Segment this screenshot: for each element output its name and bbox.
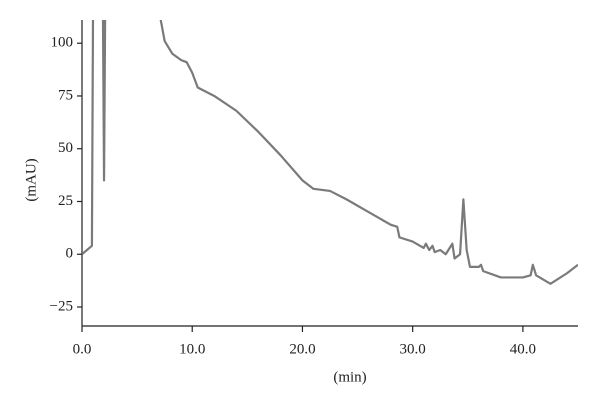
x-tick-label: 30.0 (400, 341, 426, 357)
plot-area (82, 20, 578, 285)
y-tick-label: 75 (58, 87, 73, 103)
data-line (82, 20, 578, 285)
y-tick-label: 100 (51, 35, 74, 51)
x-tick-label: 20.0 (289, 341, 315, 357)
x-tick-label: 0.0 (73, 341, 92, 357)
y-tick-label: −25 (50, 298, 73, 314)
x-tick-label: 40.0 (510, 341, 536, 357)
x-tick-label: 10.0 (179, 341, 205, 357)
y-tick-label: 50 (58, 140, 73, 156)
y-tick-label: 25 (58, 193, 73, 209)
y-axis-label: (mAU) (23, 158, 39, 201)
y-tick-label: 0 (66, 246, 74, 262)
x-axis-label: (min) (333, 369, 366, 385)
